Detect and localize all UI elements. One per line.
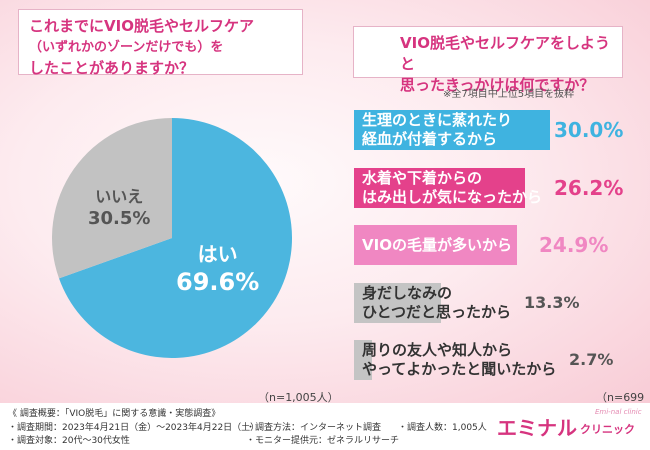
bar-label-3: VIOの毛量が多いから <box>362 235 512 254</box>
bar-label-5: 周りの友人や知人から やってよかったと聞いたから <box>362 341 557 378</box>
brand-logo: エミナル <box>497 416 577 440</box>
bar-label-1: 生理のときに蒸れたり 経血が付着するから <box>362 111 513 148</box>
footer-title: 《 調査概要：「VIO脱毛」に関する意識・実態調査》 <box>8 409 221 419</box>
question-2-box: VIO脱毛やセルフケアをしようと 思ったきっかけは何ですか？ <box>353 26 623 94</box>
footer-method: ・調査方法：インターネット調査 <box>246 423 382 433</box>
brand-small-text: Emi-nal clinic <box>595 408 642 416</box>
question-1-box: これまでにVIO脱毛やセルフケア （いずれかのゾーンだけでも）を したことがあり… <box>18 9 303 77</box>
bar-value-2: 26.2% <box>554 175 624 200</box>
yes-slice-value: 69.6% <box>176 268 260 296</box>
bar-3 <box>354 225 517 265</box>
question-1-line-2: （いずれかのゾーンだけでも）を <box>29 40 224 55</box>
question-1-line-1: これまでにVIO脱毛やセルフケア <box>29 17 254 35</box>
sample-size-1: （n=1,005人） <box>258 391 339 404</box>
no-slice <box>52 118 172 279</box>
bar-label-4: 身だしなみの ひとつだと思ったから <box>362 283 511 321</box>
bar-value-3: 24.9% <box>539 233 609 257</box>
bar-value-1: 30.0% <box>554 118 624 142</box>
bar-2 <box>354 167 526 208</box>
bar-value-5: 2.7% <box>569 350 614 369</box>
bar-label-2: 水着や下着からの はみ出しが気になったから <box>362 168 543 206</box>
bar-1 <box>354 110 550 150</box>
brand-logo-sub: クリニック <box>580 423 635 436</box>
bar-value-4: 13.3% <box>524 292 580 312</box>
no-slice-label: いいえ 30.5% <box>88 186 150 230</box>
footer-period: ・調査期間：2023年4月21日（金）〜2023年4月22日（土） <box>8 423 260 433</box>
footer-count: ・調査人数：1,005人 <box>398 423 487 433</box>
footer <box>0 403 650 450</box>
no-slice-category: いいえ <box>95 187 144 206</box>
yes-slice-category: はい <box>197 242 238 266</box>
footer-target: ・調査対象：20代〜30代女性 <box>8 436 130 446</box>
pie-chart <box>52 118 292 358</box>
yes-slice <box>59 118 292 358</box>
yes-slice-label: はい 69.6% <box>176 240 259 296</box>
no-slice-value: 30.5% <box>88 208 151 229</box>
question-2-line-1: VIO脱毛やセルフケアをしようと <box>400 34 610 73</box>
bar-5 <box>354 340 372 380</box>
question-1-line-3: したことがありますか？ <box>29 59 195 77</box>
question-2-line-2: 思ったきっかけは何ですか？ <box>400 76 595 94</box>
bar-4 <box>354 282 441 323</box>
bar-chart: 生理のときに蒸れたり 経血が付着するから 30.0% 水着や下着からの はみ出しが気にな… <box>354 110 624 380</box>
note-text: ※全7項目中上位5項目を抜粋 <box>443 89 575 100</box>
footer-provider: ・モニター提供元：ゼネラルリサーチ <box>246 436 400 446</box>
